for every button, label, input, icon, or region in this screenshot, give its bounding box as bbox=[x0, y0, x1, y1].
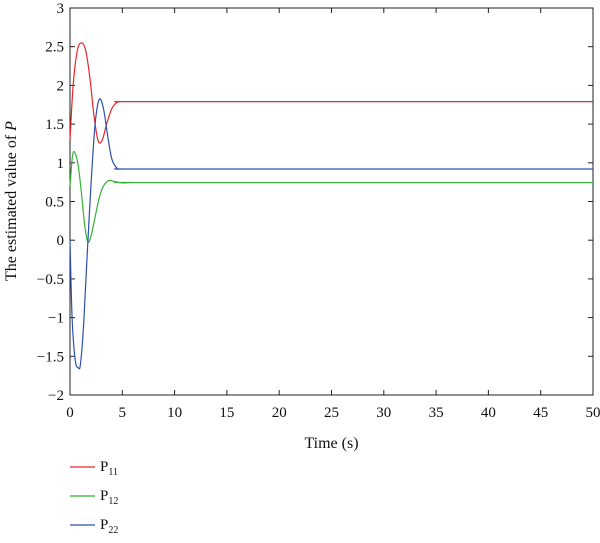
x-tick-label: 30 bbox=[376, 405, 391, 421]
x-tick-label: 45 bbox=[533, 405, 548, 421]
legend-label-name: P bbox=[100, 517, 108, 533]
y-tick-label: −0.5 bbox=[37, 272, 64, 288]
y-tick-label: 0 bbox=[57, 233, 65, 249]
y-tick-label: 2 bbox=[57, 78, 65, 94]
y-tick-label: 3 bbox=[57, 1, 65, 17]
y-axis-label: The estimated value of P bbox=[3, 121, 20, 281]
series-line-p11 bbox=[69, 42, 593, 144]
x-tick-label: 0 bbox=[66, 405, 74, 421]
y-tick-label: 0.5 bbox=[45, 195, 64, 211]
legend-label-p12: P12 bbox=[100, 488, 118, 507]
x-axis-label: Time (s) bbox=[304, 435, 358, 452]
y-axis-ticks: −2 −1.5 −1 −0.5 0 0.5 1 1.5 2 2.5 3 bbox=[37, 1, 593, 404]
y-tick-label: 1.5 bbox=[45, 117, 64, 133]
x-tick-label: 15 bbox=[219, 405, 234, 421]
x-tick-label: 20 bbox=[272, 405, 287, 421]
legend-label-p11: P11 bbox=[100, 459, 118, 478]
y-tick-label: −1 bbox=[48, 311, 64, 327]
x-tick-label: 10 bbox=[167, 405, 182, 421]
x-axis-ticks: 0 5 10 15 20 25 30 35 40 45 50 bbox=[66, 8, 600, 421]
x-tick-label: 40 bbox=[481, 405, 496, 421]
legend-label-subscript: 11 bbox=[108, 467, 118, 478]
y-tick-label: 1 bbox=[57, 156, 65, 172]
y-axis-label-var: P bbox=[3, 121, 20, 132]
legend-label-subscript: 12 bbox=[108, 496, 118, 507]
legend-label-subscript: 22 bbox=[108, 525, 118, 536]
x-tick-label: 25 bbox=[324, 405, 339, 421]
y-tick-label: 2.5 bbox=[45, 40, 64, 56]
x-tick-label: 35 bbox=[429, 405, 444, 421]
series-line-p22 bbox=[69, 98, 593, 370]
series-line-p12 bbox=[69, 150, 593, 243]
x-tick-label: 5 bbox=[119, 405, 127, 421]
x-tick-label: 50 bbox=[586, 405, 600, 421]
legend-label-name: P bbox=[100, 459, 108, 475]
series-lines bbox=[69, 42, 593, 370]
legend-label-name: P bbox=[100, 488, 108, 504]
y-tick-label: −2 bbox=[48, 388, 64, 404]
legend-label-p22: P22 bbox=[100, 517, 118, 536]
y-tick-label: −1.5 bbox=[37, 349, 64, 365]
plot-frame bbox=[69, 7, 594, 396]
y-axis-label-prefix: The estimated value of bbox=[3, 131, 20, 281]
